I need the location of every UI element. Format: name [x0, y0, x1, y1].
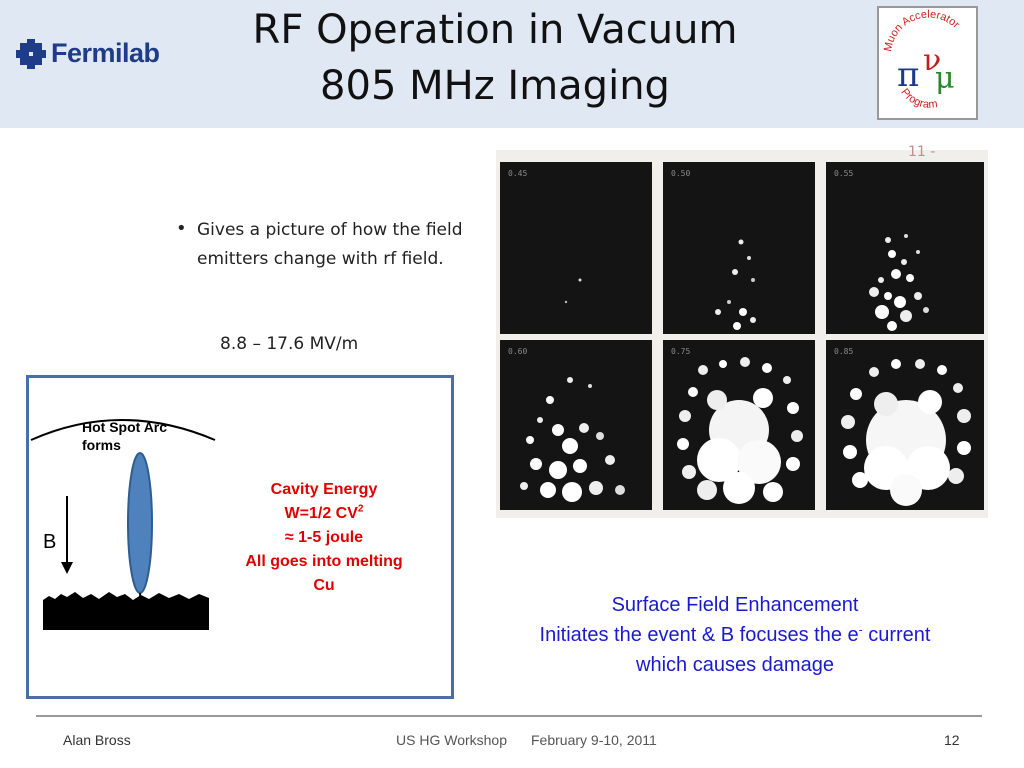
- svg-text:Muon Accelerator: Muon Accelerator: [882, 9, 962, 53]
- b-field-arrowhead: [61, 562, 73, 574]
- bullet-dot: •: [176, 218, 187, 239]
- footer-author: Alan Bross: [63, 732, 131, 748]
- emitter-spots: [715, 239, 756, 330]
- hot-spot-label: Hot Spot Arc forms: [82, 419, 168, 453]
- fermilab-logo-text: Fermilab: [51, 38, 160, 68]
- bullet-text: Gives a picture of how the field emitter…: [197, 220, 463, 269]
- title-line-1: RF Operation in Vacuum: [252, 7, 738, 53]
- cavity-energy-text: Cavity Energy W=1/2 CV2 ≈ 1-5 joule All …: [245, 481, 403, 594]
- copper-surface: [43, 592, 209, 630]
- b-field-label: B: [43, 531, 57, 553]
- footer-event: US HG Workshop February 9-10, 2011: [396, 732, 657, 748]
- footer-date: February 9-10, 2011: [531, 732, 657, 748]
- slide-title: RF Operation in Vacuum 805 MHz Imaging: [200, 2, 790, 114]
- emitter-image-1: 0.45: [500, 162, 652, 334]
- emitter-image-4: 0.60: [500, 340, 652, 510]
- nu-symbol: ν: [923, 43, 941, 78]
- cavity-wall-arc: [30, 419, 216, 441]
- emitter-image-5: 0.75: [663, 340, 815, 510]
- emitter-image-grid: 11 - 0.45 0.50 0.55: [496, 144, 988, 518]
- emitter-spots: [677, 357, 803, 504]
- emitter-spots: [841, 359, 971, 506]
- image-label: 0.45: [508, 169, 528, 178]
- hot-spot-diagram: Hot Spot Arc forms B Cavity Energy W=1/2…: [26, 375, 454, 699]
- surface-field-text: Surface Field Enhancement Initiates the …: [470, 590, 1000, 680]
- emitter-spots: [520, 377, 625, 502]
- emitter-spots: [869, 234, 929, 331]
- field-range: 8.8 – 17.6 MV/m: [220, 334, 359, 354]
- fermilab-icon: [16, 38, 46, 69]
- bullet-text-block: • Gives a picture of how the field emitt…: [172, 212, 472, 362]
- image-label: 0.50: [671, 169, 691, 178]
- emitter-image-2: 0.50: [663, 162, 815, 334]
- surface-line-2: Initiates the event & B focuses the e- c…: [539, 622, 931, 646]
- pi-symbol: π: [897, 55, 919, 95]
- mu-symbol: μ: [935, 61, 955, 96]
- emitter-image-6: 0.85: [826, 340, 984, 510]
- scan-corner-mark: 11 -: [908, 144, 936, 160]
- emitter-image-3: 0.55: [826, 162, 984, 334]
- muon-accelerator-program-logo: Muon Accelerator Program π ν μ: [877, 6, 978, 120]
- surface-line-1: Surface Field Enhancement: [611, 594, 859, 616]
- footer-divider: [36, 715, 982, 717]
- header-banner: Fermilab RF Operation in Vacuum 805 MHz …: [0, 0, 1024, 128]
- image-label: 0.85: [834, 347, 854, 356]
- image-label: 0.75: [671, 347, 691, 356]
- page-number: 12: [944, 732, 960, 748]
- arc-ellipse: [127, 452, 153, 594]
- emitter-spots: [564, 278, 582, 304]
- image-label: 0.60: [508, 347, 528, 356]
- title-line-2: 805 MHz Imaging: [320, 63, 670, 109]
- hot-spot-drawing: [30, 419, 216, 630]
- surface-line-3: which causes damage: [636, 654, 834, 676]
- fermilab-logo: Fermilab: [16, 38, 160, 69]
- footer-event-name: US HG Workshop: [396, 732, 507, 748]
- image-label: 0.55: [834, 169, 854, 178]
